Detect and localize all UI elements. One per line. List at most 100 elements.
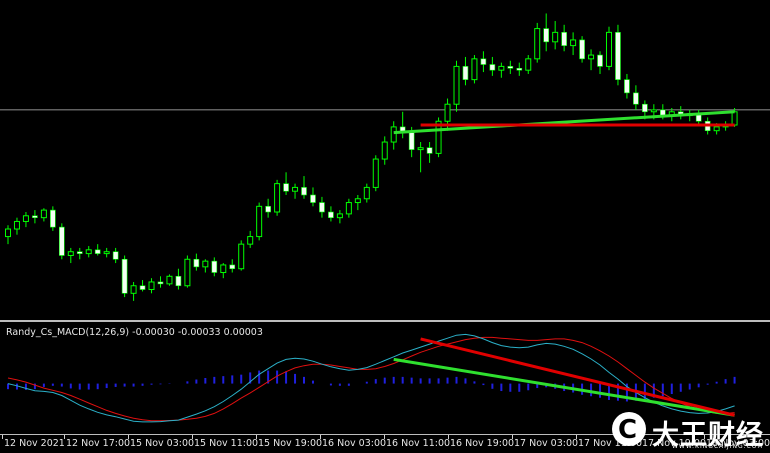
macd-indicator-label: Randy_Cs_MACD(12,26,9) -0.00030 -0.00033… [6, 327, 263, 338]
candle-body-bear [32, 215, 38, 218]
candle-body-bull [238, 243, 245, 270]
candle-body-bear [50, 209, 56, 228]
candle-body-bull [336, 213, 343, 219]
candle-body-bear [265, 206, 271, 213]
candle-body-bull [184, 258, 191, 287]
candle-body-bull [148, 281, 155, 291]
candle-body-bear [328, 211, 334, 218]
candle-body-bear [507, 66, 514, 69]
time-axis-tick [704, 435, 705, 439]
candle-body-bull [372, 158, 379, 188]
candle-body-bear [480, 58, 487, 65]
candle-body-bear [193, 258, 200, 268]
time-axis-label: 15 Nov 11:00 [194, 438, 259, 449]
candle-body-bear [426, 147, 433, 154]
candle-body-bear [310, 194, 316, 203]
logo-symbol: C [618, 415, 638, 445]
candle-body-bull [40, 209, 47, 219]
candle-body-bull [5, 228, 11, 238]
candle-body-bear [624, 79, 630, 94]
candle-body-bull [22, 215, 29, 222]
candle-body-bull [247, 236, 254, 245]
candle-body-bull [525, 58, 532, 71]
candle-body-bull [435, 120, 442, 154]
logo-subtitle: WWW.KINGCAIJING.COM [672, 443, 764, 450]
candle-body-bear [229, 264, 236, 270]
candle-body-bull [650, 109, 657, 113]
logo-text: 大王财经 [652, 420, 764, 451]
candle-body-bull [363, 186, 370, 200]
candle-body-bull [390, 126, 397, 143]
candle-body-bear [579, 39, 585, 60]
candle-body-bull [292, 186, 299, 192]
time-axis: 12 Nov 2021 12 Nov 17:00 15 Nov 03:00 15 No… [0, 435, 770, 453]
candle-body-bull [13, 220, 20, 230]
candle-body-bull [498, 65, 505, 71]
candle-body-bear [175, 275, 182, 287]
time-axis-label: 12 Nov 2021 [4, 438, 65, 449]
watermark-logo: C 大王财经 WWW.KINGCAIJING.COM [612, 410, 764, 451]
candle-body-bear [211, 260, 218, 273]
candle-body-bear [157, 281, 164, 285]
time-axis-label: 12 Nov 17:00 [66, 438, 131, 449]
candle-body-bear [462, 66, 469, 80]
candle-body-bull [274, 183, 281, 213]
time-axis-label: 17 Nov 03:00 [514, 438, 579, 449]
time-axis-label: 17 Nov 11:00 [578, 438, 643, 449]
macd-trendline-green [393, 357, 735, 417]
time-axis-tick [576, 435, 577, 439]
candle-body-bear [139, 285, 146, 290]
candle-body-bear [59, 226, 65, 256]
time-axis-label: 15 Nov 03:00 [130, 438, 195, 449]
time-axis-label: 16 Nov 19:00 [450, 438, 515, 449]
candle-body-bear [615, 32, 621, 80]
candle-body-bull [202, 260, 209, 268]
time-axis-tick [128, 435, 129, 439]
candle-body-bear [319, 202, 325, 213]
candle-body-bear [301, 187, 307, 196]
time-axis-label: 18 Nov 03:00 [706, 438, 770, 449]
candle-body-bear [642, 103, 648, 113]
candle-body-bull [166, 275, 173, 285]
candle-body-bear [408, 132, 415, 150]
time-axis-tick [384, 435, 385, 439]
candle-body-bull [605, 31, 612, 67]
macd-chart[interactable] [0, 322, 770, 434]
candle-body-bear [112, 251, 119, 260]
time-axis-label: 16 Nov 11:00 [386, 438, 451, 449]
candle-body-bull [220, 264, 227, 274]
time-axis-tick [320, 435, 321, 439]
time-axis-label: 17 Nov 19:00 [642, 438, 707, 449]
candle-body-bull [417, 147, 424, 151]
candle-body-bull [713, 126, 720, 132]
candle-body-bull [471, 58, 478, 81]
time-axis-tick [256, 435, 257, 439]
candle-body-bull [256, 205, 263, 238]
time-axis-tick [512, 435, 513, 439]
candle-body-bear [76, 251, 83, 254]
candle-body-bull [444, 103, 451, 122]
candle-body-bear [283, 183, 289, 192]
candle-body-bull [381, 141, 388, 160]
time-axis-tick [448, 435, 449, 439]
candle-body-bear [543, 28, 550, 43]
candle-body-bull [85, 249, 92, 255]
time-axis-tick [64, 435, 65, 439]
panel-separator[interactable] [0, 320, 770, 322]
candle-body-bear [121, 258, 128, 294]
logo-circle-icon: C [612, 412, 646, 446]
candle-body-bull [588, 54, 595, 60]
macd-signal-line [7, 336, 735, 422]
price-trendline-green [393, 110, 735, 135]
time-axis-label: 16 Nov 03:00 [322, 438, 387, 449]
candle-body-bull [534, 28, 541, 60]
candle-body-bear [516, 67, 523, 71]
candle-body-bull [103, 251, 110, 255]
candle-body-bull [354, 198, 361, 204]
candle-body-bull [67, 251, 74, 256]
candle-body-bull [570, 39, 577, 47]
candle-body-bull [130, 285, 137, 294]
candle-body-bull [552, 31, 559, 43]
price-chart[interactable] [0, 0, 770, 320]
